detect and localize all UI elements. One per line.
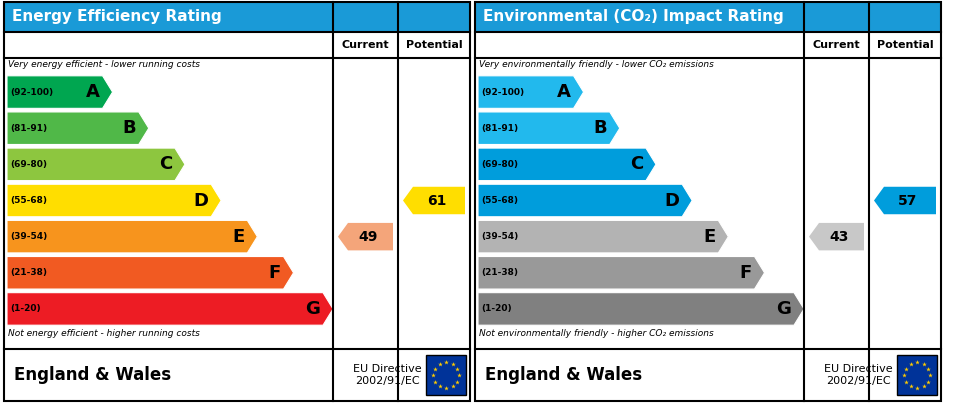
- Text: 61: 61: [428, 194, 447, 208]
- Text: F: F: [739, 264, 751, 282]
- Text: Not energy efficient - higher running costs: Not energy efficient - higher running co…: [8, 329, 200, 338]
- Bar: [475, 2, 941, 401]
- Text: A: A: [557, 83, 570, 101]
- Text: D: D: [193, 191, 208, 210]
- Polygon shape: [7, 220, 257, 253]
- Bar: [426, 355, 466, 395]
- Text: Energy Efficiency Rating: Energy Efficiency Rating: [12, 10, 222, 25]
- Text: (92-100): (92-100): [10, 88, 54, 97]
- Text: (21-38): (21-38): [10, 268, 47, 277]
- Text: C: C: [159, 156, 172, 173]
- Text: A: A: [86, 83, 100, 101]
- Polygon shape: [478, 148, 656, 181]
- Polygon shape: [478, 112, 620, 145]
- Text: B: B: [593, 119, 607, 137]
- Text: (55-68): (55-68): [10, 196, 47, 205]
- Text: G: G: [776, 300, 791, 318]
- Polygon shape: [809, 223, 864, 250]
- Text: Environmental (CO₂) Impact Rating: Environmental (CO₂) Impact Rating: [483, 10, 784, 25]
- Text: Very environmentally friendly - lower CO₂ emissions: Very environmentally friendly - lower CO…: [479, 60, 714, 69]
- Bar: [4, 2, 470, 32]
- Polygon shape: [478, 257, 765, 289]
- Text: 43: 43: [830, 229, 849, 244]
- Text: Not environmentally friendly - higher CO₂ emissions: Not environmentally friendly - higher CO…: [479, 329, 714, 338]
- Bar: [4, 2, 470, 401]
- Text: England & Wales: England & Wales: [14, 366, 171, 384]
- Text: B: B: [122, 119, 136, 137]
- Text: E: E: [703, 227, 715, 246]
- Bar: [475, 2, 941, 32]
- Polygon shape: [478, 184, 692, 217]
- Text: E: E: [233, 227, 244, 246]
- Polygon shape: [7, 112, 148, 145]
- Text: (1-20): (1-20): [481, 305, 512, 314]
- Polygon shape: [478, 220, 728, 253]
- Bar: [897, 355, 937, 395]
- Polygon shape: [7, 257, 294, 289]
- Text: (1-20): (1-20): [10, 305, 40, 314]
- Text: (81-91): (81-91): [10, 124, 47, 133]
- Text: F: F: [268, 264, 280, 282]
- Text: Potential: Potential: [406, 40, 462, 50]
- Polygon shape: [338, 223, 393, 250]
- Text: (69-80): (69-80): [481, 160, 518, 169]
- Text: Potential: Potential: [877, 40, 933, 50]
- Text: Very energy efficient - lower running costs: Very energy efficient - lower running co…: [8, 60, 200, 69]
- Text: 57: 57: [899, 194, 918, 208]
- Bar: [4, 2, 470, 401]
- Text: (81-91): (81-91): [481, 124, 518, 133]
- Polygon shape: [7, 184, 221, 217]
- Text: Current: Current: [342, 40, 389, 50]
- Text: EU Directive
2002/91/EC: EU Directive 2002/91/EC: [353, 364, 422, 386]
- Text: G: G: [305, 300, 320, 318]
- Text: England & Wales: England & Wales: [485, 366, 642, 384]
- Polygon shape: [403, 187, 465, 214]
- Polygon shape: [7, 76, 113, 108]
- Bar: [475, 2, 941, 401]
- Polygon shape: [478, 76, 584, 108]
- Polygon shape: [874, 187, 936, 214]
- Polygon shape: [478, 292, 804, 325]
- Text: (21-38): (21-38): [481, 268, 518, 277]
- Text: (39-54): (39-54): [10, 232, 47, 241]
- Text: 49: 49: [359, 229, 378, 244]
- Text: (39-54): (39-54): [481, 232, 519, 241]
- Text: (92-100): (92-100): [481, 88, 524, 97]
- Text: EU Directive
2002/91/EC: EU Directive 2002/91/EC: [824, 364, 893, 386]
- Text: (69-80): (69-80): [10, 160, 47, 169]
- Text: (55-68): (55-68): [481, 196, 518, 205]
- Text: C: C: [630, 156, 643, 173]
- Text: D: D: [664, 191, 679, 210]
- Polygon shape: [7, 148, 185, 181]
- Text: Current: Current: [812, 40, 860, 50]
- Polygon shape: [7, 292, 333, 325]
